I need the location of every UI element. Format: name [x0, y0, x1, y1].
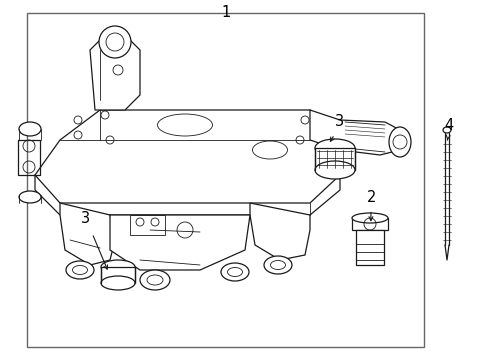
Ellipse shape	[315, 139, 355, 157]
Ellipse shape	[101, 260, 135, 274]
Ellipse shape	[352, 213, 388, 223]
Ellipse shape	[264, 256, 292, 274]
Text: 4: 4	[445, 118, 454, 133]
Ellipse shape	[389, 127, 411, 157]
Text: 3: 3	[335, 114, 344, 129]
Bar	[315, 148, 355, 170]
Polygon shape	[60, 203, 115, 265]
Bar	[352, 218, 388, 230]
Bar	[356, 230, 384, 265]
Polygon shape	[90, 40, 140, 110]
Polygon shape	[250, 203, 310, 260]
Polygon shape	[310, 110, 400, 155]
Bar	[130, 215, 165, 235]
Ellipse shape	[101, 276, 135, 290]
Bar	[101, 267, 135, 283]
Polygon shape	[35, 110, 340, 203]
Polygon shape	[110, 215, 250, 270]
Ellipse shape	[19, 122, 41, 136]
Circle shape	[99, 26, 131, 58]
Ellipse shape	[443, 127, 451, 133]
Ellipse shape	[66, 261, 94, 279]
Text: 3: 3	[81, 211, 90, 226]
Text: 1: 1	[222, 5, 231, 21]
Ellipse shape	[221, 263, 249, 281]
Bar	[27, 13, 424, 347]
Ellipse shape	[140, 270, 170, 290]
Ellipse shape	[315, 161, 355, 179]
Ellipse shape	[19, 191, 41, 203]
Text: 2: 2	[367, 190, 376, 205]
